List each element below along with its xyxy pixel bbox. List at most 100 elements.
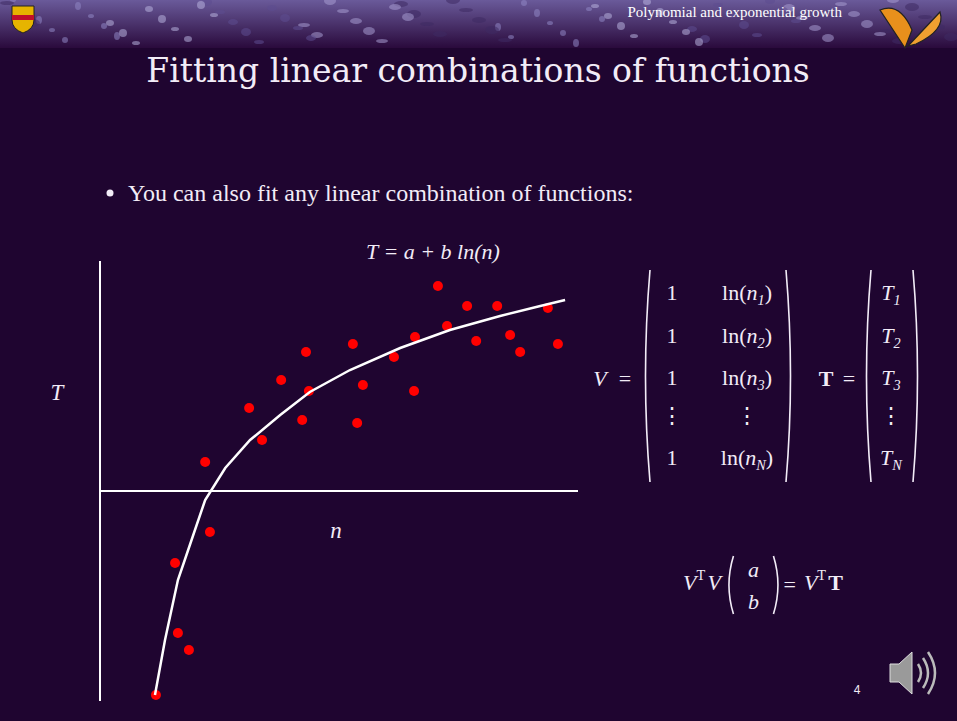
math-text: 1: [667, 280, 678, 305]
data-point: [409, 386, 419, 396]
data-point: [433, 281, 443, 291]
wing: [908, 12, 941, 46]
math-text: V: [707, 570, 723, 595]
banner-flower: [215, 10, 225, 14]
math-tail: ): [765, 323, 772, 348]
math-text: ⋮: [661, 403, 683, 428]
math-sub: 1: [757, 292, 764, 308]
banner-flower: [75, 2, 81, 10]
math-sub: N: [891, 457, 903, 473]
data-point: [352, 418, 362, 428]
banner-flower: [293, 26, 303, 30]
banner-flower: [586, 7, 592, 11]
page-number: 4: [854, 683, 861, 697]
banner-flower: [350, 18, 362, 24]
math-text: T3: [881, 365, 900, 393]
parenthesis: [867, 270, 872, 482]
y-axis: [99, 261, 101, 701]
math-sub: 2: [757, 335, 764, 351]
math-sup: T: [817, 567, 826, 583]
banner-flower: [739, 21, 749, 29]
parenthesis: [786, 270, 791, 482]
speaker-wave: [923, 658, 928, 688]
vector-entry: a: [748, 557, 759, 582]
math-text: TN: [880, 445, 903, 473]
vector-entry: b: [748, 589, 759, 614]
math-text: 1: [667, 445, 678, 470]
banner-flower: [809, 25, 821, 31]
math-tail: ): [766, 445, 773, 470]
math-text: T2: [881, 323, 900, 351]
banner-flower: [547, 21, 553, 25]
banner-flower: [241, 28, 251, 36]
speaker-body: [890, 652, 912, 694]
math-base: ln(: [722, 280, 746, 305]
banner-flower: [88, 14, 94, 18]
banner-flower: [887, 0, 899, 3]
math-var: n: [746, 280, 757, 305]
banner-flower: [534, 9, 540, 17]
banner-flower: [363, 27, 375, 35]
banner-flower: [106, 20, 114, 26]
parenthesis: [913, 270, 918, 482]
data-point: [276, 375, 286, 385]
banner-flower: [669, 20, 677, 24]
math-base: 1: [667, 323, 678, 348]
data-point: [492, 301, 502, 311]
math-text: 1: [667, 323, 678, 348]
banner-flower: [521, 0, 527, 6]
math-base: ln(: [721, 445, 745, 470]
banner-flower: [420, 22, 434, 26]
math-text: 1: [667, 365, 678, 390]
banner-flower: [184, 36, 192, 42]
equals: =: [843, 366, 855, 391]
x-axis-title: n: [330, 518, 342, 543]
data-point: [257, 435, 267, 445]
banner-flower: [228, 19, 238, 25]
banner-flower: [617, 22, 625, 30]
logo: [12, 6, 34, 33]
data-point: [471, 336, 481, 346]
banner-flower: [848, 11, 860, 17]
speaker-icon[interactable]: [890, 652, 935, 694]
banner-flower: [752, 33, 762, 37]
parenthesis: [646, 270, 651, 482]
banner-flower: [402, 13, 414, 21]
data-point: [462, 301, 472, 311]
data-point: [505, 330, 515, 340]
banner-flower: [630, 34, 638, 38]
banner-flower: [306, 35, 316, 41]
math-text: T1: [881, 280, 900, 308]
banner-flower: [599, 16, 605, 22]
banner-flower: [101, 23, 107, 29]
data-point: [553, 339, 563, 349]
banner-flower: [62, 37, 68, 43]
banner-flower: [861, 20, 873, 28]
math-text: VT: [804, 567, 826, 595]
banner-flower: [210, 13, 218, 17]
data-point: [348, 339, 358, 349]
banner-flower: [874, 32, 886, 36]
data-point: [515, 347, 525, 357]
data-point: [297, 415, 307, 425]
math-var: n: [746, 365, 757, 390]
banner-flower: [197, 1, 205, 9]
banner-flower: [459, 8, 473, 12]
math-sub: 1: [894, 292, 901, 308]
math-var: n: [746, 323, 757, 348]
x-axis: [100, 490, 578, 492]
math-var: n: [745, 445, 756, 470]
banner-flower: [446, 0, 460, 4]
math-text: VT: [683, 567, 705, 595]
math-sub: 3: [756, 377, 764, 393]
math-base: ⋮: [736, 403, 758, 428]
data-point: [205, 527, 215, 537]
data-point: [173, 628, 183, 638]
banner-flower: [498, 38, 512, 42]
math-base: T: [828, 570, 843, 595]
data-point: [184, 645, 194, 655]
banner-flower: [0, 1, 14, 5]
matrix-name: V: [593, 366, 609, 391]
banner-flower: [324, 0, 336, 5]
banner-flower: [145, 6, 153, 12]
